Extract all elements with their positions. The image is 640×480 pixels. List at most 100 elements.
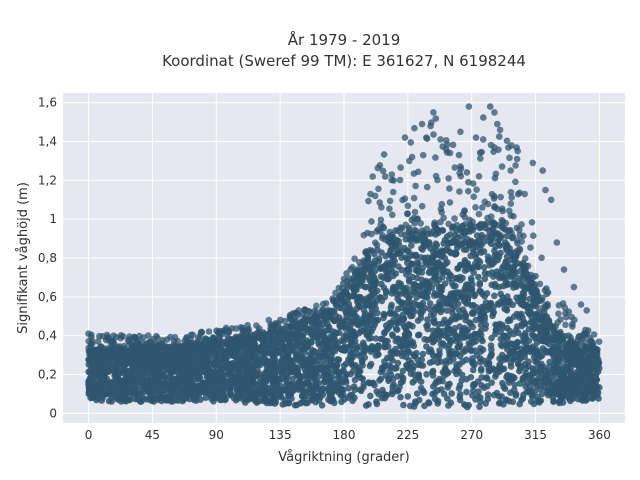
data-point [403,362,410,369]
data-point [285,322,293,330]
data-point [534,292,541,299]
data-point [226,391,233,399]
data-point [558,389,566,397]
data-point [389,252,396,260]
data-point [479,204,486,211]
data-point [315,339,322,347]
data-point [147,382,155,389]
data-point [417,254,425,261]
data-point [367,348,375,356]
data-point [278,386,286,394]
data-point [582,369,590,376]
data-point [372,305,380,312]
data-point [113,363,120,371]
data-point [295,346,302,353]
data-point [216,365,224,372]
data-point [360,319,368,327]
data-point [508,194,515,201]
data-point [129,362,136,370]
data-point [340,386,347,393]
data-point [504,293,511,300]
data-point [349,318,356,326]
data-point [504,324,511,332]
data-point [275,393,283,400]
data-point [413,390,421,397]
data-point [472,134,480,141]
data-point [394,247,401,254]
data-point [551,369,559,376]
data-point [528,219,536,226]
data-point [561,373,568,381]
data-point [551,377,558,384]
data-point [507,389,514,397]
data-point [356,329,363,337]
data-point [354,351,362,358]
data-point [307,355,315,363]
data-point [485,270,492,278]
data-point [289,347,297,355]
data-point [456,188,463,195]
data-point [571,386,578,394]
data-point [490,273,497,280]
data-point [418,120,426,128]
data-point [538,254,545,262]
data-point [492,321,499,329]
data-point [156,386,164,394]
data-point [423,259,430,266]
data-point [491,109,498,116]
data-point [512,326,520,334]
data-point [392,283,400,291]
data-point [539,337,547,345]
data-point [392,227,399,234]
data-point [457,128,464,136]
data-point [270,347,278,355]
data-point [503,232,511,240]
data-point [517,354,525,362]
data-point [381,311,388,319]
data-point [301,349,309,356]
data-point [238,379,245,387]
x-tick-label: 315 [524,428,547,442]
data-point [586,384,593,392]
data-point [305,363,313,371]
data-point [487,213,495,220]
data-point [103,331,111,339]
data-point [94,338,102,345]
data-point [574,395,582,403]
data-point [442,360,450,368]
data-point [350,383,358,390]
data-point [144,396,152,403]
data-point [495,301,503,308]
data-point [596,384,603,391]
data-point [153,373,161,380]
data-point [456,393,464,401]
data-point [231,352,238,360]
data-point [527,318,535,326]
data-point [520,232,527,240]
data-point [504,317,512,325]
data-point [369,280,377,288]
data-point [422,280,429,288]
data-point [435,259,442,266]
data-point [543,285,550,292]
data-point [485,227,493,234]
data-point [562,321,569,329]
data-point [115,344,122,351]
data-point [389,388,396,395]
data-point [277,316,284,324]
data-point [384,262,392,270]
data-point [388,240,396,247]
data-point [295,307,302,314]
data-point [366,293,374,300]
data-point [298,379,305,387]
data-point [417,361,425,369]
data-point [386,205,393,212]
data-point [390,381,398,389]
data-point [375,351,382,358]
data-point [178,357,185,365]
data-point [264,388,272,396]
data-point [346,326,353,334]
data-point [250,367,257,374]
data-point [454,344,462,351]
data-point [302,326,310,333]
